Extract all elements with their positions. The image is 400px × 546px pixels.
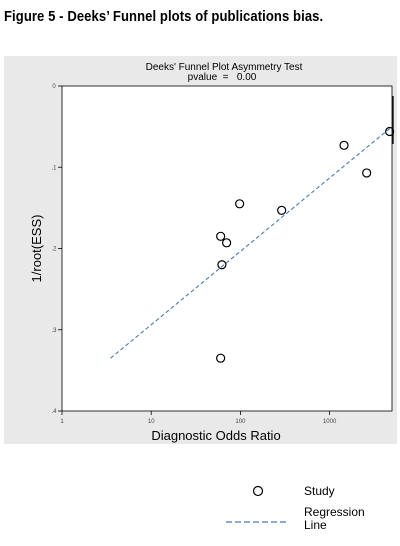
study-point	[216, 231, 226, 241]
chart-subtitle: pvalue = 0.00	[188, 72, 257, 83]
y-tick-label: .1	[51, 165, 57, 171]
study-point	[216, 353, 226, 363]
study-point	[235, 199, 245, 209]
regression-line	[110, 126, 393, 359]
x-tick-label: 1000	[323, 419, 337, 425]
x-axis-label: Diagnostic Odds Ratio	[151, 428, 280, 443]
study-point	[222, 238, 232, 248]
y-tick-label: .3	[51, 328, 57, 334]
study-point	[217, 260, 227, 270]
study-point	[339, 140, 349, 150]
study-point	[362, 168, 372, 178]
funnel-plot-chart: Deeks' Funnel Plot Asymmetry Testpvalue …	[29, 62, 395, 443]
figure-caption: Figure 5 - Deeks’ Funnel plots of public…	[4, 8, 324, 25]
x-tick-label: 10	[148, 419, 155, 425]
y-tick-label: .2	[51, 247, 57, 253]
y-tick-label: .4	[51, 409, 57, 415]
legend-study-label: Study	[304, 484, 335, 498]
x-tick-label: 100	[235, 419, 246, 425]
legend-regression-label: Regression	[304, 505, 365, 519]
study-point	[277, 205, 287, 215]
chart-title: Deeks' Funnel Plot Asymmetry Test	[146, 62, 303, 73]
plot-panel: Deeks' Funnel Plot Asymmetry Test pvalue …	[4, 56, 397, 444]
y-axis-label: 1/root(ESS)	[29, 215, 44, 283]
y-tick-label: 0	[52, 84, 56, 90]
legend-study-marker	[252, 485, 264, 497]
x-tick-label: 1	[60, 419, 64, 425]
plot-area	[61, 85, 393, 412]
legend-regression-label-line2: Line	[304, 518, 327, 532]
